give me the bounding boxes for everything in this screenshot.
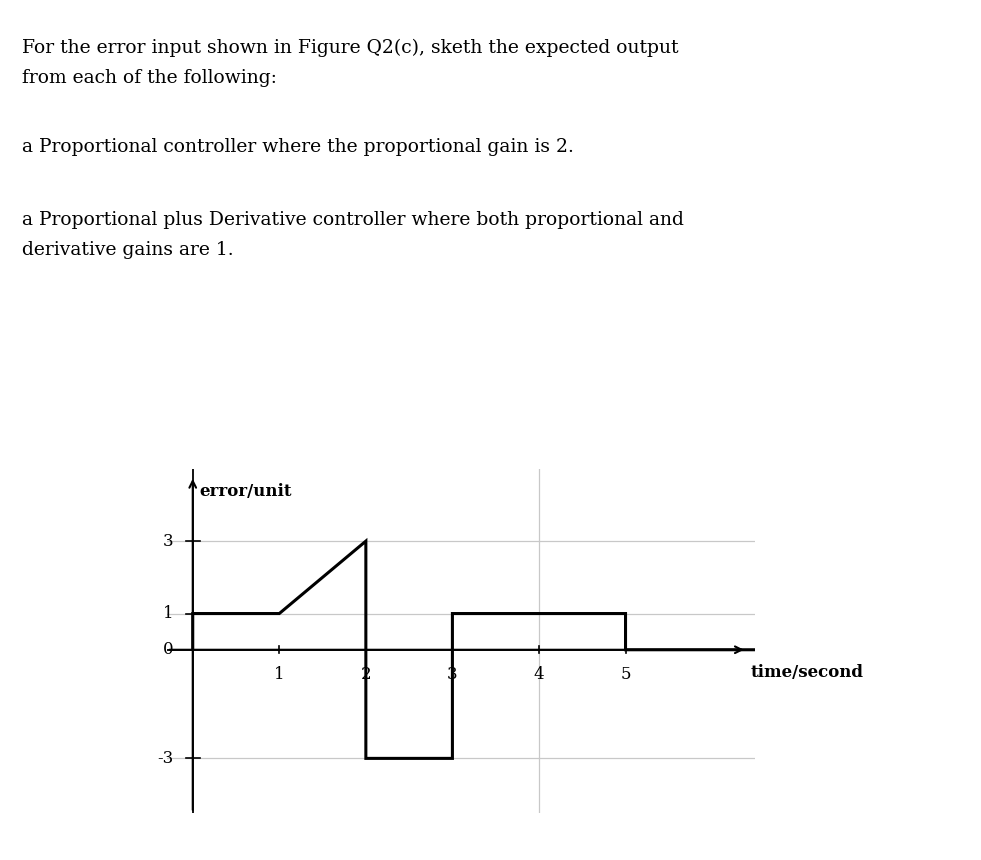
Text: error/unit: error/unit xyxy=(200,483,292,501)
Text: 2: 2 xyxy=(361,666,371,683)
Text: -3: -3 xyxy=(157,750,174,767)
Text: 1: 1 xyxy=(274,666,284,683)
Text: a Proportional controller where the proportional gain is 2.: a Proportional controller where the prop… xyxy=(22,138,574,156)
Text: 3: 3 xyxy=(163,532,174,550)
Text: 4: 4 xyxy=(534,666,544,683)
Text: 5: 5 xyxy=(620,666,631,683)
Text: 0: 0 xyxy=(163,642,174,658)
Text: 1: 1 xyxy=(163,605,174,622)
Text: time/second: time/second xyxy=(751,664,864,680)
Text: 3: 3 xyxy=(447,666,458,683)
Text: a Proportional plus Derivative controller where both proportional and: a Proportional plus Derivative controlle… xyxy=(22,211,684,229)
Text: from each of the following:: from each of the following: xyxy=(22,69,277,87)
Text: For the error input shown in Figure Q2(c), sketh the expected output: For the error input shown in Figure Q2(c… xyxy=(22,39,678,57)
Text: derivative gains are 1.: derivative gains are 1. xyxy=(22,241,233,259)
